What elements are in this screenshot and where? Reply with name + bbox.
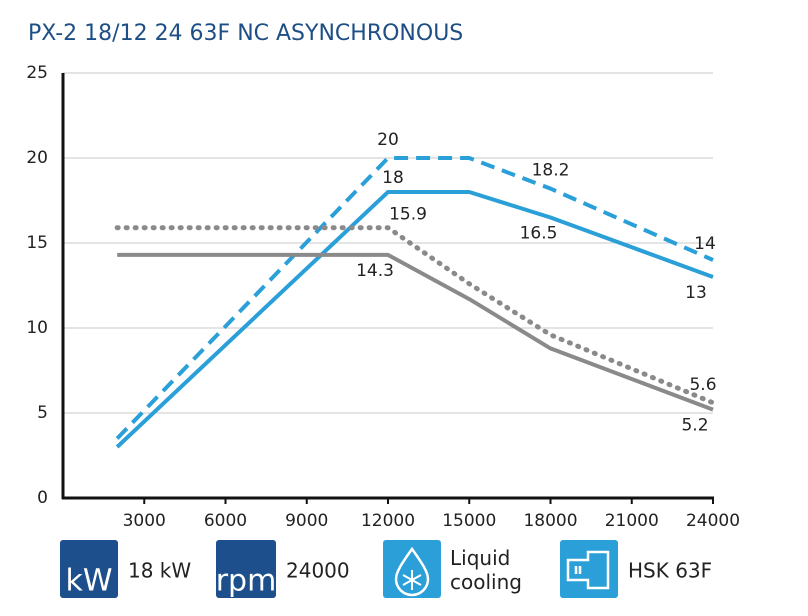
cooling-label: Liquid cooling (450, 546, 522, 594)
hsk-icon (566, 550, 610, 590)
data-label: 20 (377, 130, 399, 150)
y-tick-label: 5 (37, 403, 48, 423)
x-tick-label: 15000 (442, 511, 496, 531)
data-label: 13 (685, 283, 707, 303)
y-tick-label: 25 (26, 63, 48, 83)
x-tick-label: 12000 (361, 511, 415, 531)
y-tick-label: 15 (26, 233, 48, 253)
x-tick-label: 9000 (285, 511, 328, 531)
data-label: 5.6 (689, 375, 716, 395)
x-tick-label: 3000 (123, 511, 166, 531)
series-line (115, 190, 714, 449)
data-label: 18 (382, 168, 404, 188)
data-label: 16.5 (520, 224, 558, 244)
kw-icon: kW (65, 564, 112, 599)
power-label: 18 kW (128, 559, 191, 583)
snowflake-icon (402, 570, 422, 590)
tool-label: HSK 63F (628, 559, 712, 583)
y-tick-label: 10 (26, 318, 48, 338)
kw-icon-box (60, 540, 118, 598)
series-line (115, 156, 714, 440)
y-tick-label: 20 (26, 148, 48, 168)
rpm-icon-box (216, 540, 276, 598)
x-tick-label: 6000 (204, 511, 247, 531)
cooling-label-box: Liquid cooling (450, 546, 522, 594)
data-label: 14.3 (356, 261, 394, 281)
feature-bar: kW 18 kW rpm 24000 Liquid cooling HSK 63… (60, 540, 712, 599)
data-label: 18.2 (532, 161, 570, 181)
data-label: 15.9 (389, 205, 427, 225)
y-tick-label: 0 (37, 488, 48, 508)
rpm-icon: rpm (216, 564, 277, 599)
x-tick-label: 18000 (523, 511, 577, 531)
x-tick-label: 21000 (605, 511, 659, 531)
hsk-icon-box (560, 540, 618, 598)
series-line (114, 225, 716, 406)
data-label: 14 (694, 234, 716, 254)
series-line (117, 252, 714, 412)
chart-title: PX-2 18/12 24 63F NC ASYNCHRONOUS (28, 21, 463, 46)
x-tick-label: 24000 (686, 511, 740, 531)
drop-icon (394, 546, 430, 597)
speed-label: 24000 (286, 559, 350, 583)
data-label: 5.2 (681, 416, 708, 436)
